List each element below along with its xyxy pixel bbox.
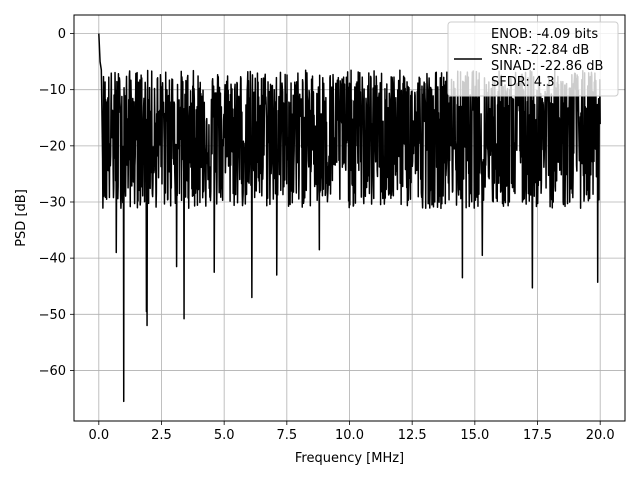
y-tick-label: −10	[39, 83, 66, 98]
y-axis-ticks: 0 −10 −20 −30 −40 −50 −60	[39, 27, 74, 379]
psd-series-line	[98, 33, 601, 403]
legend: ENOB: -4.09 bits SNR: -22.84 dB SINAD: -…	[447, 21, 619, 97]
x-tick-label: 0.0	[88, 428, 109, 443]
x-tick-label: 10.0	[335, 428, 364, 443]
x-tick-label: 17.5	[523, 428, 552, 443]
x-axis-ticks: 0.0 2.5 5.0 7.5 10.0 12.5 15.0 17.5 20.0	[88, 421, 615, 443]
legend-entry-snr: SNR: -22.84 dB	[491, 43, 589, 58]
y-tick-label: 0	[58, 27, 66, 42]
x-tick-label: 12.5	[398, 428, 427, 443]
plot-area	[98, 33, 601, 403]
y-tick-label: −30	[39, 195, 66, 210]
x-tick-label: 20.0	[586, 428, 615, 443]
y-tick-label: −40	[39, 252, 66, 267]
x-tick-label: 7.5	[276, 428, 297, 443]
y-axis-label: PSD [dB]	[14, 189, 29, 247]
x-tick-label: 15.0	[460, 428, 489, 443]
legend-box	[447, 21, 619, 97]
y-tick-label: −20	[39, 139, 66, 154]
y-tick-label: −60	[39, 364, 66, 379]
x-tick-label: 2.5	[151, 428, 172, 443]
y-tick-label: −50	[39, 308, 66, 323]
x-tick-label: 5.0	[214, 428, 235, 443]
legend-entry-enob: ENOB: -4.09 bits	[491, 27, 598, 42]
legend-entry-sinad: SINAD: -22.86 dB	[491, 59, 603, 74]
x-axis-label: Frequency [MHz]	[295, 451, 404, 466]
legend-entry-sfdr: SFDR: 4.3	[491, 75, 555, 90]
